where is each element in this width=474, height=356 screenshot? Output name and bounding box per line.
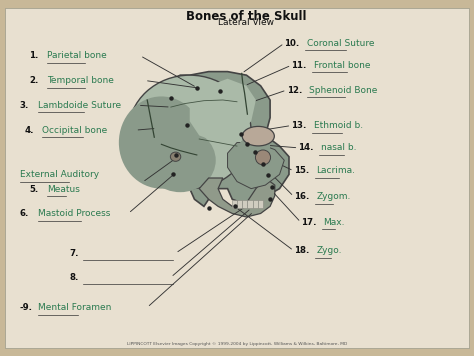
Text: 3.: 3. <box>19 101 29 110</box>
Text: Max.: Max. <box>323 218 345 227</box>
Polygon shape <box>228 142 284 189</box>
Text: 12.: 12. <box>287 85 302 95</box>
Text: Frontal bone: Frontal bone <box>314 61 371 70</box>
Text: LIPPINCOTT Elsevier Images Copyright © 1999-2004 by Lippincott, Williams & Wilki: LIPPINCOTT Elsevier Images Copyright © 1… <box>127 342 347 346</box>
Text: 15.: 15. <box>294 166 309 176</box>
Text: Coronal Suture: Coronal Suture <box>307 39 374 48</box>
Text: 17.: 17. <box>301 218 316 227</box>
Text: 7.: 7. <box>69 249 79 258</box>
Text: 1.: 1. <box>29 51 38 60</box>
Text: 11.: 11. <box>292 61 307 70</box>
FancyBboxPatch shape <box>247 200 253 209</box>
Text: Temporal bone: Temporal bone <box>47 76 114 85</box>
Text: 5.: 5. <box>29 185 38 194</box>
FancyBboxPatch shape <box>232 200 237 209</box>
Ellipse shape <box>255 150 271 165</box>
Text: 14.: 14. <box>299 143 314 152</box>
Text: -9.: -9. <box>19 303 33 312</box>
Text: 18.: 18. <box>294 246 309 255</box>
Text: Mental Foramen: Mental Foramen <box>37 303 111 312</box>
Text: External Auditory: External Auditory <box>19 170 99 179</box>
Text: Bones of the Skull: Bones of the Skull <box>186 10 307 22</box>
Polygon shape <box>138 72 289 206</box>
Text: 4.: 4. <box>24 126 34 135</box>
Text: Occipital bone: Occipital bone <box>42 126 108 135</box>
Text: Lambdoide Suture: Lambdoide Suture <box>37 101 121 110</box>
Text: nasal b.: nasal b. <box>321 143 356 152</box>
Text: Parietal bone: Parietal bone <box>47 51 107 60</box>
Ellipse shape <box>119 96 204 189</box>
Text: Lateral View: Lateral View <box>219 19 274 27</box>
Ellipse shape <box>242 126 274 146</box>
Text: Meatus: Meatus <box>47 185 80 194</box>
Ellipse shape <box>170 152 181 161</box>
Text: Mastoid Process: Mastoid Process <box>37 209 110 218</box>
Text: 13.: 13. <box>292 121 307 130</box>
Text: Lacrima.: Lacrima. <box>317 166 356 176</box>
Text: 10.: 10. <box>284 39 300 48</box>
Text: 2.: 2. <box>29 76 38 85</box>
Polygon shape <box>237 135 270 167</box>
Text: Ethmoid b.: Ethmoid b. <box>314 121 363 130</box>
Ellipse shape <box>128 75 251 189</box>
Ellipse shape <box>145 129 216 192</box>
FancyBboxPatch shape <box>253 200 258 209</box>
Text: 6.: 6. <box>19 209 29 218</box>
FancyBboxPatch shape <box>5 8 469 348</box>
Text: Sphenoid Bone: Sphenoid Bone <box>310 85 378 95</box>
Polygon shape <box>190 79 256 142</box>
FancyBboxPatch shape <box>242 200 247 209</box>
Text: 16.: 16. <box>294 192 309 201</box>
FancyBboxPatch shape <box>258 200 263 209</box>
Text: Zygom.: Zygom. <box>317 192 351 201</box>
Text: 8.: 8. <box>69 273 79 282</box>
Text: Zygo.: Zygo. <box>317 246 342 255</box>
FancyBboxPatch shape <box>237 200 242 209</box>
Polygon shape <box>199 178 275 217</box>
